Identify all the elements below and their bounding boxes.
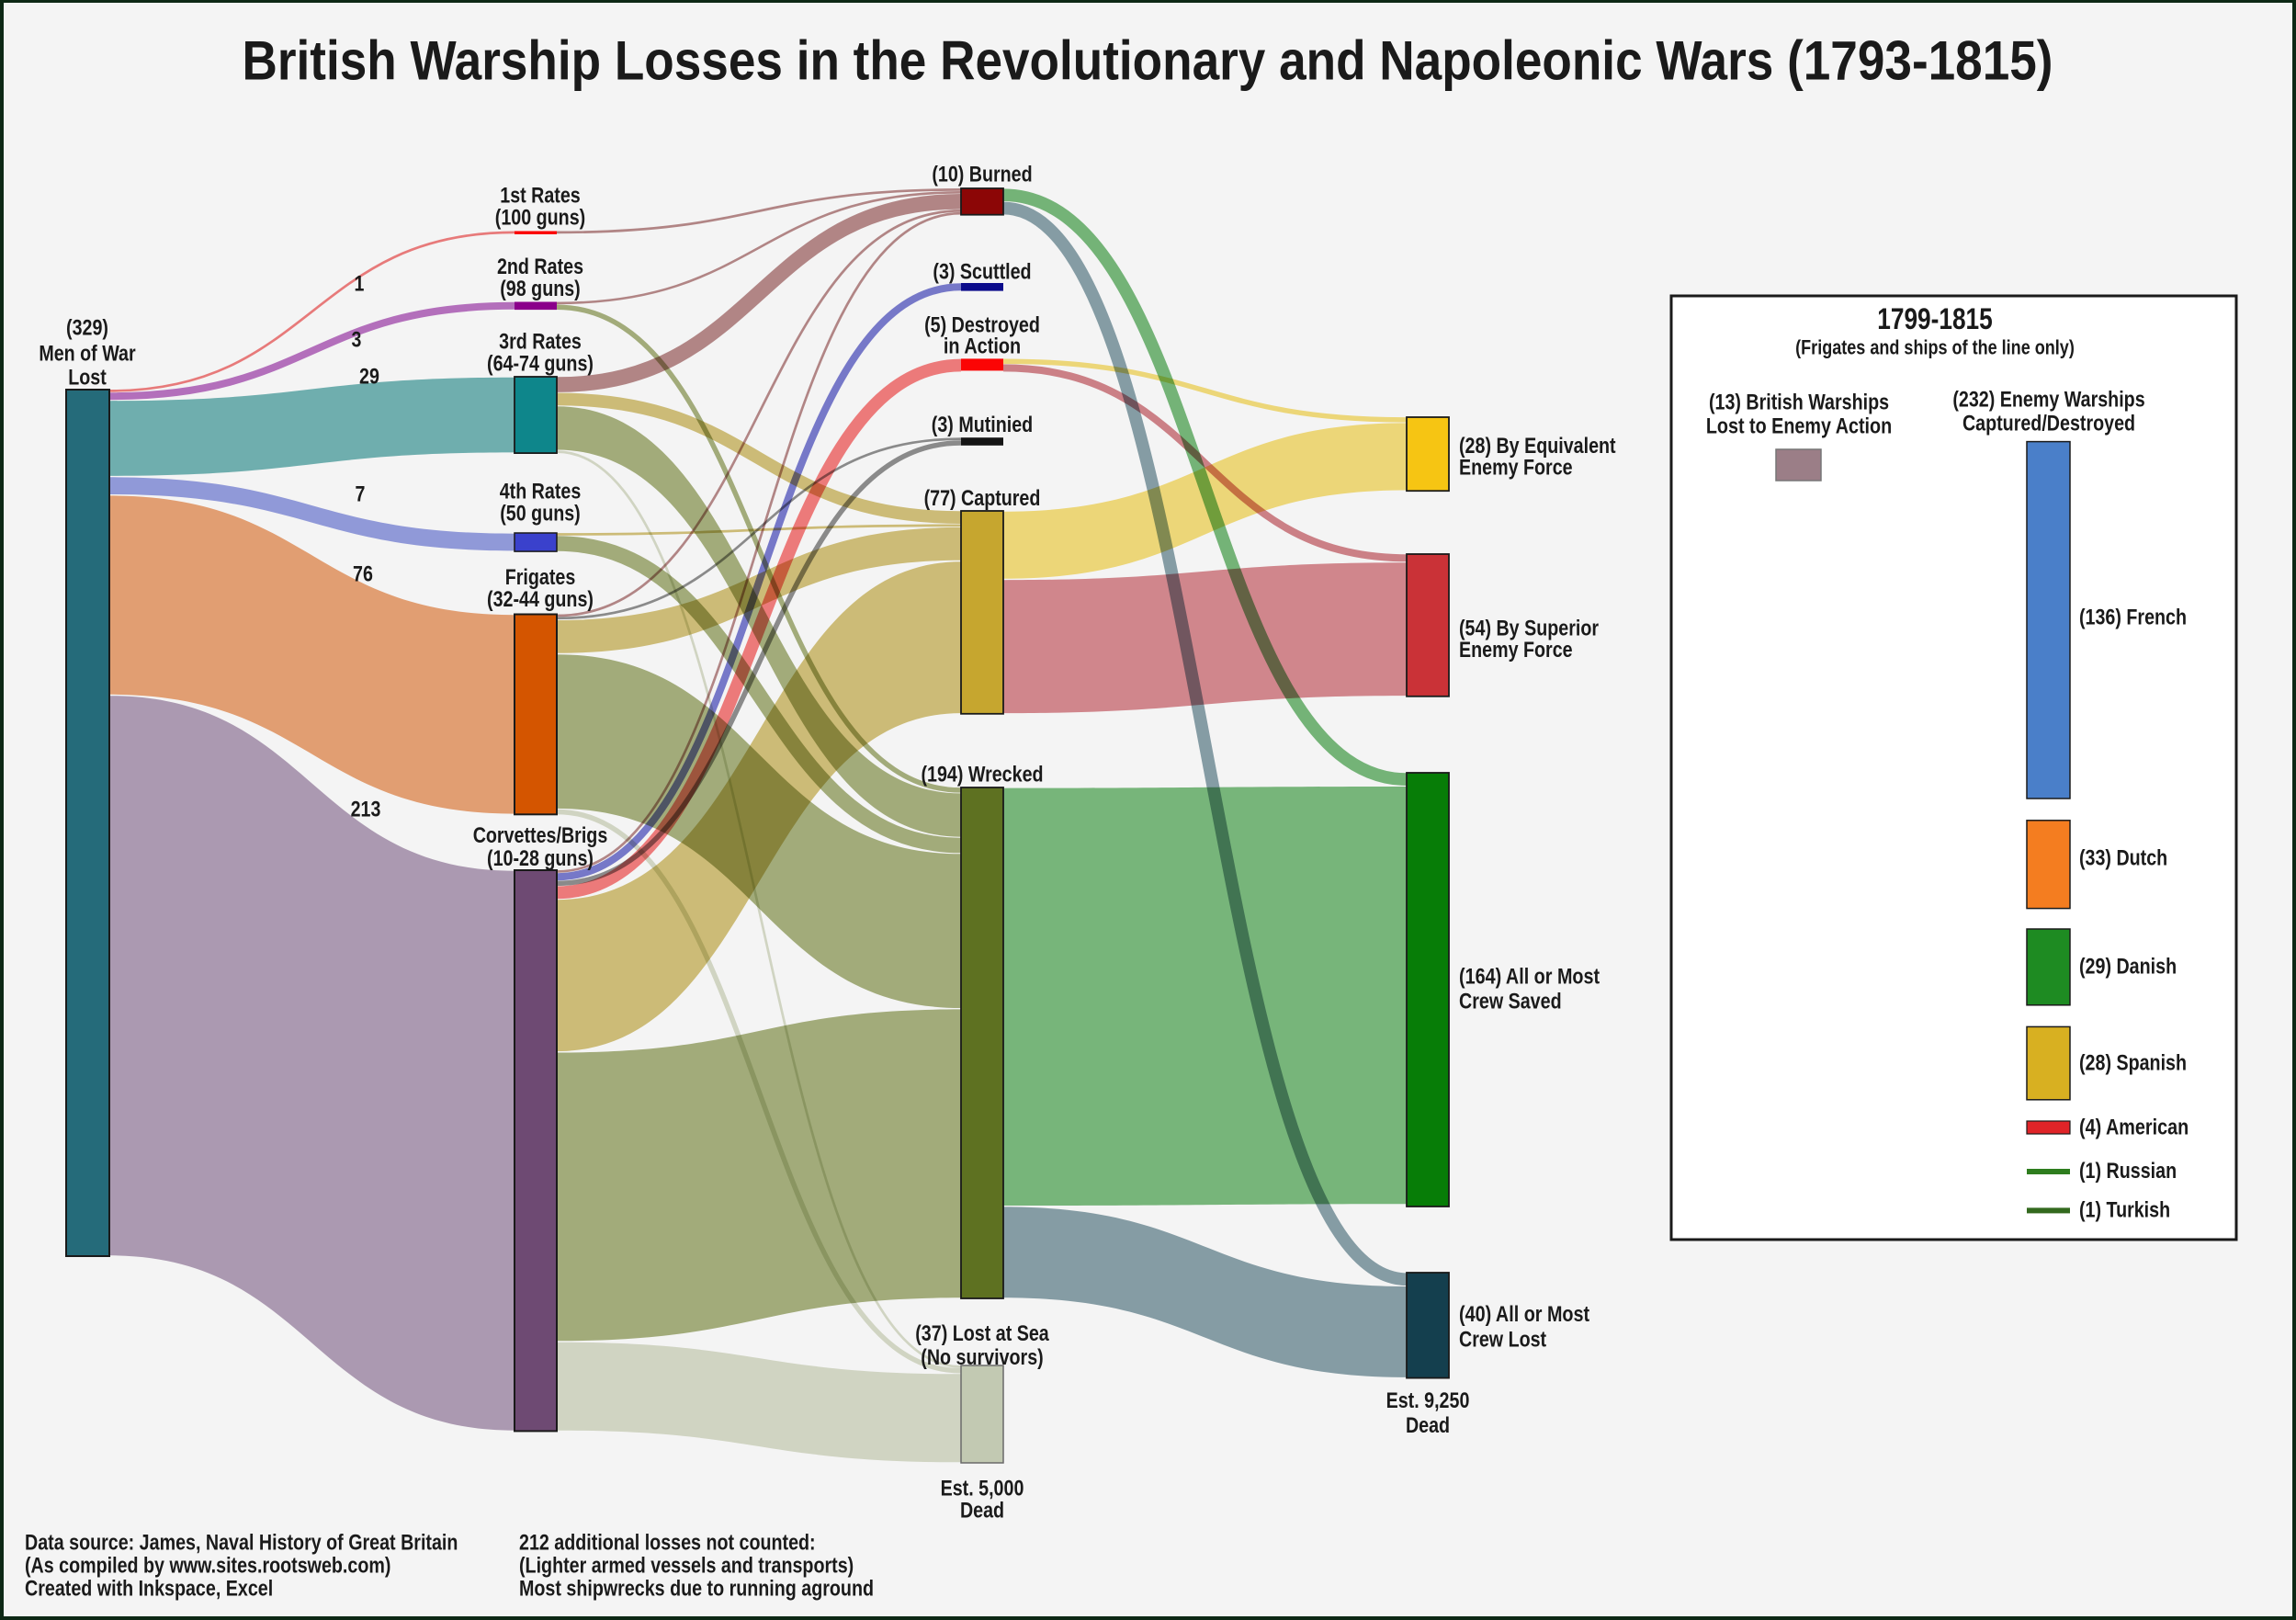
svg-text:(1) Russian: (1) Russian <box>2079 1159 2177 1184</box>
svg-text:3rd Rates: 3rd Rates <box>499 330 582 355</box>
svg-text:(54) By Superior: (54) By Superior <box>1459 617 1599 641</box>
svg-text:(No survivors): (No survivors) <box>921 1345 1043 1370</box>
svg-text:213: 213 <box>351 798 381 822</box>
svg-text:(10) Burned: (10) Burned <box>932 163 1032 187</box>
svg-text:Men of War: Men of War <box>39 342 135 367</box>
svg-text:(13) British Warships: (13) British Warships <box>1709 391 1889 415</box>
svg-text:4th Rates: 4th Rates <box>500 480 582 504</box>
svg-text:Dead: Dead <box>1406 1413 1450 1438</box>
svg-text:1: 1 <box>355 272 365 297</box>
svg-text:Lost: Lost <box>68 366 107 391</box>
svg-text:(Frigates and ships of the lin: (Frigates and ships of the line only) <box>1795 336 2075 359</box>
svg-text:7: 7 <box>356 482 366 507</box>
svg-text:Created with Inkspace, Excel: Created with Inkspace, Excel <box>25 1577 273 1602</box>
svg-text:1st Rates: 1st Rates <box>500 184 581 209</box>
svg-text:Lost to Enemy Action: Lost to Enemy Action <box>1706 414 1892 439</box>
svg-text:British Warship Losses in the: British Warship Losses in the Revolution… <box>243 30 2053 92</box>
svg-text:(28) Spanish: (28) Spanish <box>2079 1051 2187 1076</box>
svg-text:(232) Enemy Warships: (232) Enemy Warships <box>1952 388 2144 413</box>
svg-text:Crew Lost: Crew Lost <box>1459 1328 1546 1353</box>
svg-text:Est. 5,000: Est. 5,000 <box>941 1477 1024 1501</box>
svg-text:29: 29 <box>359 365 379 390</box>
svg-text:(50 guns): (50 guns) <box>500 502 581 527</box>
svg-text:(40) All or Most: (40) All or Most <box>1459 1302 1589 1327</box>
svg-text:(3) Scuttled: (3) Scuttled <box>933 260 1031 285</box>
svg-text:Est. 9,250: Est. 9,250 <box>1386 1388 1470 1413</box>
svg-text:(37) Lost at Sea: (37) Lost at Sea <box>915 1321 1049 1346</box>
svg-text:Crew Saved: Crew Saved <box>1459 990 1562 1014</box>
svg-text:(28) By Equivalent: (28) By Equivalent <box>1459 434 1616 459</box>
svg-text:(4) American: (4) American <box>2079 1116 2189 1140</box>
svg-text:(64-74 guns): (64-74 guns) <box>487 352 594 377</box>
svg-text:(As compiled by www.sites.root: (As compiled by www.sites.rootsweb.com) <box>25 1554 390 1579</box>
svg-text:(29) Danish: (29) Danish <box>2079 955 2177 980</box>
svg-text:(194) Wrecked: (194) Wrecked <box>921 763 1043 787</box>
svg-text:Corvettes/Brigs: Corvettes/Brigs <box>473 823 608 848</box>
svg-text:Data source: James, Naval Hist: Data source: James, Naval History of Gre… <box>25 1531 458 1556</box>
svg-text:(136) French: (136) French <box>2079 606 2187 630</box>
svg-text:1799-1815: 1799-1815 <box>1877 302 1993 335</box>
svg-text:(98 guns): (98 guns) <box>500 277 581 301</box>
svg-text:76: 76 <box>353 562 373 587</box>
svg-text:(164) All or Most: (164) All or Most <box>1459 965 1600 990</box>
svg-text:(100 guns): (100 guns) <box>495 206 585 231</box>
svg-text:(32-44 guns): (32-44 guns) <box>487 587 594 612</box>
svg-text:(1) Turkish: (1) Turkish <box>2079 1198 2170 1223</box>
svg-text:(10-28 guns): (10-28 guns) <box>487 846 594 871</box>
svg-text:in Action: in Action <box>944 334 1021 359</box>
svg-text:212 additional losses not coun: 212 additional losses not counted: <box>519 1531 816 1556</box>
svg-text:(77) Captured: (77) Captured <box>924 486 1041 511</box>
svg-text:Frigates: Frigates <box>505 565 576 590</box>
svg-text:3: 3 <box>352 328 362 353</box>
svg-text:Most shipwrecks due to running: Most shipwrecks due to running aground <box>519 1577 874 1602</box>
svg-text:Enemy Force: Enemy Force <box>1459 638 1573 663</box>
svg-text:(329): (329) <box>66 316 108 341</box>
svg-text:(Lighter armed vessels and tra: (Lighter armed vessels and transports) <box>519 1554 854 1579</box>
svg-text:Dead: Dead <box>960 1499 1004 1524</box>
svg-text:(5) Destroyed: (5) Destroyed <box>924 313 1040 338</box>
svg-text:Captured/Destroyed: Captured/Destroyed <box>1962 412 2135 436</box>
svg-text:(3) Mutinied: (3) Mutinied <box>932 413 1033 437</box>
svg-text:(33) Dutch: (33) Dutch <box>2079 846 2167 871</box>
svg-text:Enemy Force: Enemy Force <box>1459 456 1573 481</box>
svg-text:2nd Rates: 2nd Rates <box>497 255 583 279</box>
